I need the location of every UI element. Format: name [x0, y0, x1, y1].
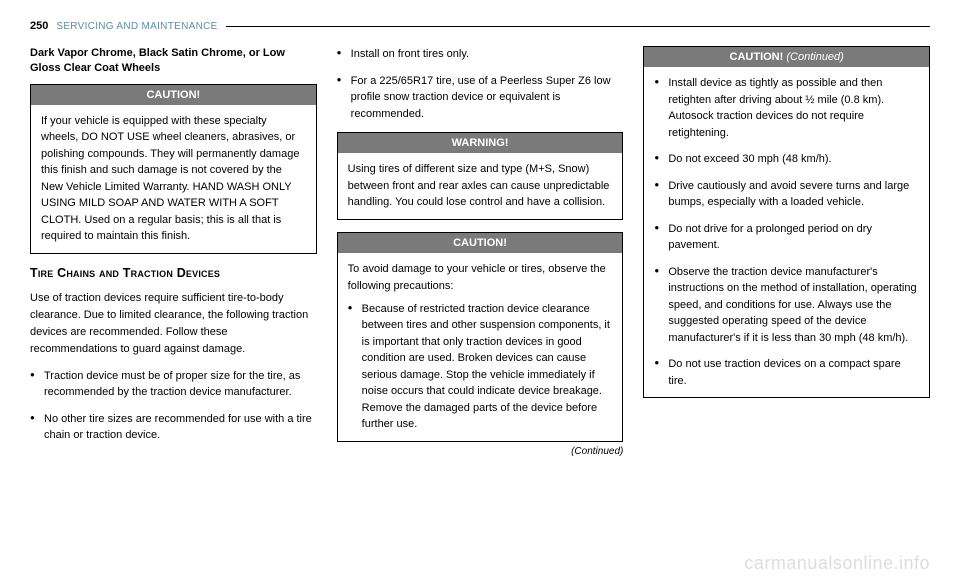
col2-top-bullets: Install on front tires only. For a 225/6… — [337, 46, 624, 122]
page-number: 250 — [30, 20, 48, 32]
caution-box-continued: CAUTION! (Continued) Install device as t… — [643, 46, 930, 398]
caution-header-continued: CAUTION! (Continued) — [644, 47, 929, 67]
caution-body: If your vehicle is equipped with these s… — [31, 105, 316, 253]
warning-header: WARNING! — [338, 133, 623, 153]
content-columns: Dark Vapor Chrome, Black Satin Chrome, o… — [30, 46, 930, 457]
column-1: Dark Vapor Chrome, Black Satin Chrome, o… — [30, 46, 317, 457]
wheels-subheading: Dark Vapor Chrome, Black Satin Chrome, o… — [30, 46, 317, 76]
intro-paragraph: Use of traction devices require sufficie… — [30, 290, 317, 358]
caution-title-text: CAUTION! — [730, 51, 784, 63]
column-3: CAUTION! (Continued) Install device as t… — [643, 46, 930, 457]
watermark: carmanualsonline.info — [744, 553, 930, 574]
list-item: Traction device must be of proper size f… — [30, 368, 317, 401]
continued-label: (Continued) — [337, 446, 624, 457]
caution-header: CAUTION! — [338, 233, 623, 253]
tire-chains-heading: Tire Chains and Traction Devices — [30, 266, 317, 280]
caution-bullets: Because of restricted traction device cl… — [348, 301, 613, 433]
col1-bullet-list: Traction device must be of proper size f… — [30, 368, 317, 444]
list-item: For a 225/65R17 tire, use of a Peerless … — [337, 73, 624, 123]
list-item: No other tire sizes are recommended for … — [30, 411, 317, 444]
caution-continued-suffix: (Continued) — [786, 51, 843, 63]
warning-box: WARNING! Using tires of different size a… — [337, 132, 624, 220]
caution-box-wheels: CAUTION! If your vehicle is equipped wit… — [30, 84, 317, 254]
list-item: Do not exceed 30 mph (48 km/h). — [654, 151, 919, 168]
page-header: 250 SERVICING AND MAINTENANCE — [30, 20, 930, 32]
list-item: Do not use traction devices on a compact… — [654, 356, 919, 389]
list-item: Install on front tires only. — [337, 46, 624, 63]
caution-header: CAUTION! — [31, 85, 316, 105]
caution-box-traction: CAUTION! To avoid damage to your vehicle… — [337, 232, 624, 442]
header-rule — [226, 26, 930, 27]
section-title: SERVICING AND MAINTENANCE — [56, 21, 217, 32]
caution-body: To avoid damage to your vehicle or tires… — [338, 253, 623, 441]
caution-continued-bullets: Install device as tightly as possible an… — [654, 75, 919, 389]
list-item: Observe the traction device manufacturer… — [654, 264, 919, 347]
caution-intro: To avoid damage to your vehicle or tires… — [348, 261, 613, 295]
caution-body: Install device as tightly as possible an… — [644, 67, 929, 397]
list-item: Because of restricted traction device cl… — [348, 301, 613, 433]
list-item: Do not drive for a prolonged period on d… — [654, 221, 919, 254]
list-item: Install device as tightly as possible an… — [654, 75, 919, 141]
column-2: Install on front tires only. For a 225/6… — [337, 46, 624, 457]
warning-body: Using tires of different size and type (… — [338, 153, 623, 219]
list-item: Drive cautiously and avoid severe turns … — [654, 178, 919, 211]
